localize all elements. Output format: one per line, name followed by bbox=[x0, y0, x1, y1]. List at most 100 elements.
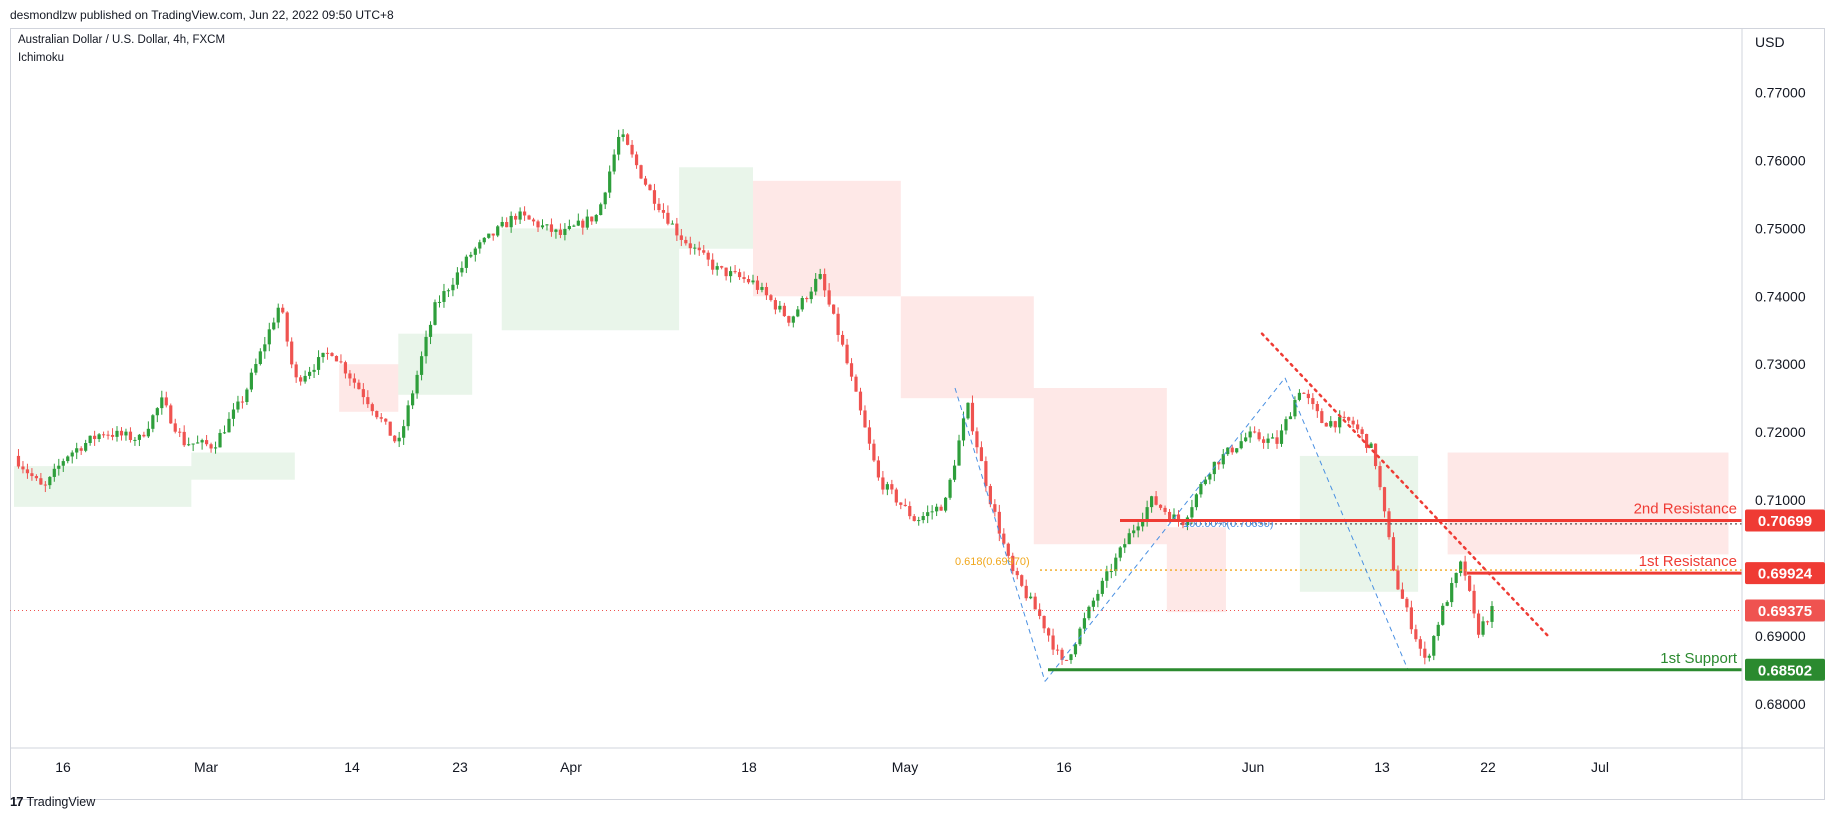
candle-body bbox=[1100, 580, 1104, 594]
candle-body bbox=[890, 484, 894, 490]
candle-body bbox=[30, 473, 34, 477]
candle-body bbox=[1414, 629, 1418, 640]
candle-body bbox=[1427, 655, 1431, 658]
candle-body bbox=[1141, 519, 1145, 527]
candle-body bbox=[1154, 496, 1158, 505]
cloud-band bbox=[191, 452, 295, 480]
candle-body bbox=[1136, 526, 1140, 531]
candle-body bbox=[1320, 411, 1324, 423]
x-tick-label: May bbox=[892, 759, 918, 775]
candle-body bbox=[711, 259, 715, 270]
candle-body bbox=[267, 329, 271, 345]
candle-body bbox=[706, 252, 710, 260]
y-tick-label: 0.72000 bbox=[1755, 424, 1806, 440]
candle-body bbox=[697, 247, 701, 251]
candle-body bbox=[930, 511, 934, 513]
y-tick-label: 0.75000 bbox=[1755, 220, 1806, 236]
candle-body bbox=[1167, 511, 1172, 520]
candle-body bbox=[1181, 521, 1185, 526]
candle-body bbox=[236, 401, 240, 410]
candle-body bbox=[34, 476, 38, 479]
candle-body bbox=[935, 506, 939, 512]
candle-body bbox=[402, 426, 406, 438]
candle-body bbox=[160, 397, 164, 409]
candle-body bbox=[128, 431, 133, 440]
candle-body bbox=[1029, 596, 1033, 599]
y-tick-label: 0.77000 bbox=[1755, 85, 1806, 101]
candle-body bbox=[827, 290, 831, 305]
candle-body bbox=[876, 460, 881, 478]
candle-body bbox=[133, 439, 137, 441]
candle-body bbox=[316, 357, 321, 370]
candle-body bbox=[281, 307, 285, 313]
candle-body bbox=[1463, 561, 1467, 576]
candle-body bbox=[169, 405, 173, 424]
candle-body bbox=[231, 409, 236, 419]
candle-body bbox=[1342, 416, 1346, 418]
candle-body bbox=[531, 219, 536, 222]
candle-body bbox=[988, 486, 992, 505]
candle-body bbox=[652, 190, 657, 204]
candle-body bbox=[1011, 555, 1015, 572]
candle-body bbox=[446, 290, 451, 292]
candle-body bbox=[101, 434, 106, 436]
candle-body bbox=[1284, 419, 1288, 431]
candle-body bbox=[424, 336, 428, 357]
candle-body bbox=[48, 476, 52, 486]
candle-body bbox=[1051, 635, 1055, 650]
level-name-label: 1st Resistance bbox=[1639, 553, 1737, 570]
candle-body bbox=[1047, 628, 1051, 636]
candle-body bbox=[285, 312, 289, 342]
candle-body bbox=[679, 235, 683, 240]
tradingview-footer[interactable]: 17 TradingView bbox=[10, 794, 95, 809]
candle-body bbox=[603, 192, 607, 205]
candle-body bbox=[670, 223, 674, 225]
candle-body bbox=[621, 134, 625, 137]
candle-body bbox=[428, 324, 433, 337]
pattern-leg bbox=[954, 387, 1046, 682]
candle-body bbox=[155, 408, 159, 416]
candle-body bbox=[1217, 461, 1221, 465]
candle-body bbox=[1378, 466, 1382, 488]
x-tick-label: 14 bbox=[344, 759, 360, 775]
candle-body bbox=[881, 477, 885, 490]
candle-body bbox=[952, 465, 957, 480]
candle-body bbox=[1405, 598, 1409, 608]
candle-body bbox=[984, 461, 988, 487]
candle-body bbox=[1302, 392, 1306, 394]
cloud-band bbox=[1447, 452, 1729, 555]
candle-body bbox=[124, 431, 128, 436]
candle-body bbox=[1006, 543, 1010, 556]
candle-body bbox=[299, 377, 303, 382]
symbol-legend[interactable]: Australian Dollar / U.S. Dollar, 4h, FXC… bbox=[18, 34, 226, 46]
candle-body bbox=[1230, 447, 1234, 453]
candle-body bbox=[182, 431, 186, 446]
candle-body bbox=[1490, 606, 1494, 622]
y-tick-label: 0.73000 bbox=[1755, 356, 1806, 372]
candle-body bbox=[1472, 590, 1476, 614]
y-tick-label: 0.76000 bbox=[1755, 152, 1806, 168]
x-tick-label: 18 bbox=[741, 759, 757, 775]
candle-body bbox=[760, 287, 764, 290]
candle-body bbox=[218, 432, 222, 448]
candle-body bbox=[146, 428, 150, 437]
candle-body bbox=[1266, 438, 1270, 443]
candle-body bbox=[366, 397, 370, 405]
candle-body bbox=[1002, 533, 1006, 544]
candle-body bbox=[1364, 434, 1369, 448]
candle-body bbox=[648, 184, 652, 191]
candle-body bbox=[1369, 443, 1373, 448]
candle-body bbox=[460, 267, 464, 273]
candle-body bbox=[796, 309, 800, 317]
candle-body bbox=[178, 431, 182, 433]
candle-body bbox=[1176, 514, 1181, 522]
candle-body bbox=[917, 520, 921, 522]
indicator-legend[interactable]: Ichimoku bbox=[18, 52, 65, 64]
candle-body bbox=[473, 248, 477, 255]
candle-body bbox=[397, 437, 401, 442]
candle-body bbox=[469, 254, 473, 257]
candle-body bbox=[863, 410, 867, 428]
x-tick-label: Jul bbox=[1591, 759, 1609, 775]
cloud-band bbox=[1033, 388, 1167, 545]
